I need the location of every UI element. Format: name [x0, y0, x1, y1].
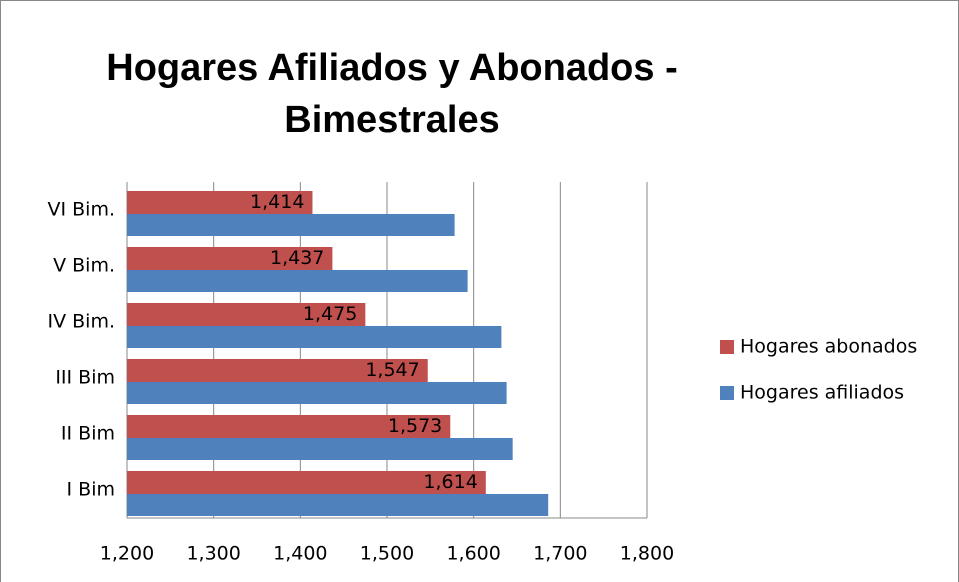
bar — [127, 382, 507, 404]
bar — [127, 191, 313, 214]
bar — [127, 326, 502, 348]
y-tick-label: VI Bim. — [47, 199, 115, 221]
bar — [127, 214, 455, 236]
bar — [127, 415, 451, 438]
legend-swatch — [720, 386, 734, 400]
x-tick-label: 1,400 — [273, 543, 327, 565]
bar — [127, 270, 468, 292]
chart-title: Hogares Afiliados y Abonados - — [106, 47, 677, 89]
bar — [127, 303, 366, 326]
legend-label: Hogares afiliados — [740, 382, 904, 404]
x-tick-label: 1,600 — [446, 543, 500, 565]
x-tick-label: 1,200 — [100, 543, 154, 565]
bar — [127, 471, 486, 494]
legend-label: Hogares abonados — [740, 336, 917, 358]
bar — [127, 494, 549, 516]
chart-title: Bimestrales — [284, 99, 499, 141]
x-tick-label: 1,700 — [533, 543, 587, 565]
data-label: 1,547 — [365, 359, 419, 381]
bar — [127, 247, 333, 270]
y-tick-label: III Bim — [55, 367, 115, 389]
bar — [127, 438, 513, 460]
data-label: 1,414 — [250, 191, 304, 213]
legend-swatch — [720, 340, 734, 354]
y-tick-label: II Bim — [61, 423, 115, 445]
data-label: 1,475 — [303, 303, 357, 325]
x-tick-label: 1,500 — [360, 543, 414, 565]
y-tick-label: V Bim. — [53, 255, 115, 277]
bar — [127, 359, 428, 382]
y-tick-label: I Bim — [67, 479, 115, 501]
x-tick-label: 1,800 — [620, 543, 674, 565]
data-label: 1,614 — [423, 471, 477, 493]
data-label: 1,437 — [270, 247, 324, 269]
data-label: 1,573 — [388, 415, 442, 437]
x-tick-label: 1,300 — [186, 543, 240, 565]
y-tick-label: IV Bim. — [47, 311, 115, 333]
